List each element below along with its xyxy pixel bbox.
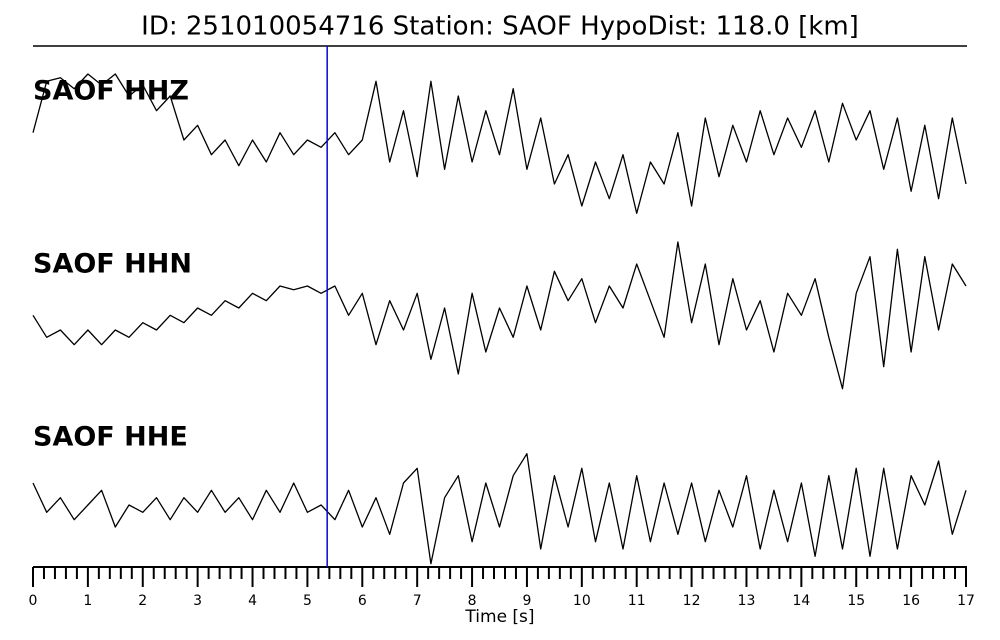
trace-label: SAOF HHE [33,422,188,453]
x-tick-label: 9 [522,593,531,609]
chart-title: ID: 251010054716 Station: SAOF HypoDist:… [141,12,859,42]
x-tick-label: 0 [29,593,38,609]
x-tick-label: 16 [902,593,920,609]
x-tick-label: 15 [847,593,865,609]
trace [32,241,967,390]
x-tick-label: 12 [683,593,701,609]
trace [32,73,967,214]
x-tick-label: 2 [138,593,147,609]
x-tick-label: 7 [413,593,422,609]
x-tick-label: 3 [193,593,202,609]
x-tick-label: 11 [628,593,646,609]
trace-label: SAOF HHN [33,249,192,280]
x-tick-label: 8 [468,593,477,609]
x-tick-label: 6 [358,593,367,609]
x-axis-label: Time [s] [464,607,534,627]
trace-label: SAOF HHZ [33,76,189,107]
x-tick-label: 14 [792,593,810,609]
x-tick-label: 10 [573,593,591,609]
x-tick-label: 17 [957,593,975,609]
x-tick-label: 4 [248,593,257,609]
trace [32,453,967,565]
x-tick-label: 5 [303,593,312,609]
x-tick-label: 13 [738,593,756,609]
x-tick-label: 1 [83,593,92,609]
